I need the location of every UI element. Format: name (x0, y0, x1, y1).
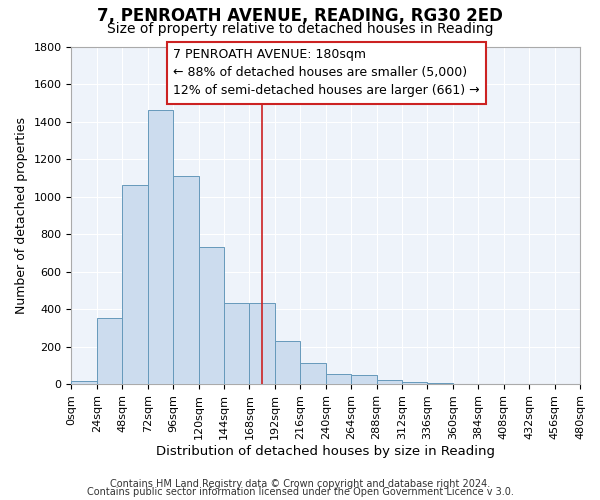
X-axis label: Distribution of detached houses by size in Reading: Distribution of detached houses by size … (156, 444, 495, 458)
Bar (250, 304, 275, 384)
Text: Contains public sector information licensed under the Open Government Licence v : Contains public sector information licen… (86, 487, 514, 497)
Text: 7, PENROATH AVENUE, READING, RG30 2ED: 7, PENROATH AVENUE, READING, RG30 2ED (97, 8, 503, 26)
Bar (173, 176, 199, 384)
Text: Size of property relative to detached houses in Reading: Size of property relative to detached ho… (107, 22, 493, 36)
Bar (97, 318, 122, 384)
Bar (275, 341, 300, 384)
Bar (148, 110, 173, 384)
Bar (199, 247, 224, 384)
Bar (71, 382, 97, 384)
Bar (224, 304, 250, 384)
Bar (377, 380, 402, 384)
Bar (326, 374, 351, 384)
Bar (402, 382, 427, 384)
Bar (122, 186, 148, 384)
Bar (300, 364, 326, 384)
Bar (427, 383, 453, 384)
Text: 7 PENROATH AVENUE: 180sqm
← 88% of detached houses are smaller (5,000)
12% of se: 7 PENROATH AVENUE: 180sqm ← 88% of detac… (173, 48, 480, 98)
Y-axis label: Number of detached properties: Number of detached properties (15, 117, 28, 314)
Bar (351, 374, 377, 384)
Text: Contains HM Land Registry data © Crown copyright and database right 2024.: Contains HM Land Registry data © Crown c… (110, 479, 490, 489)
